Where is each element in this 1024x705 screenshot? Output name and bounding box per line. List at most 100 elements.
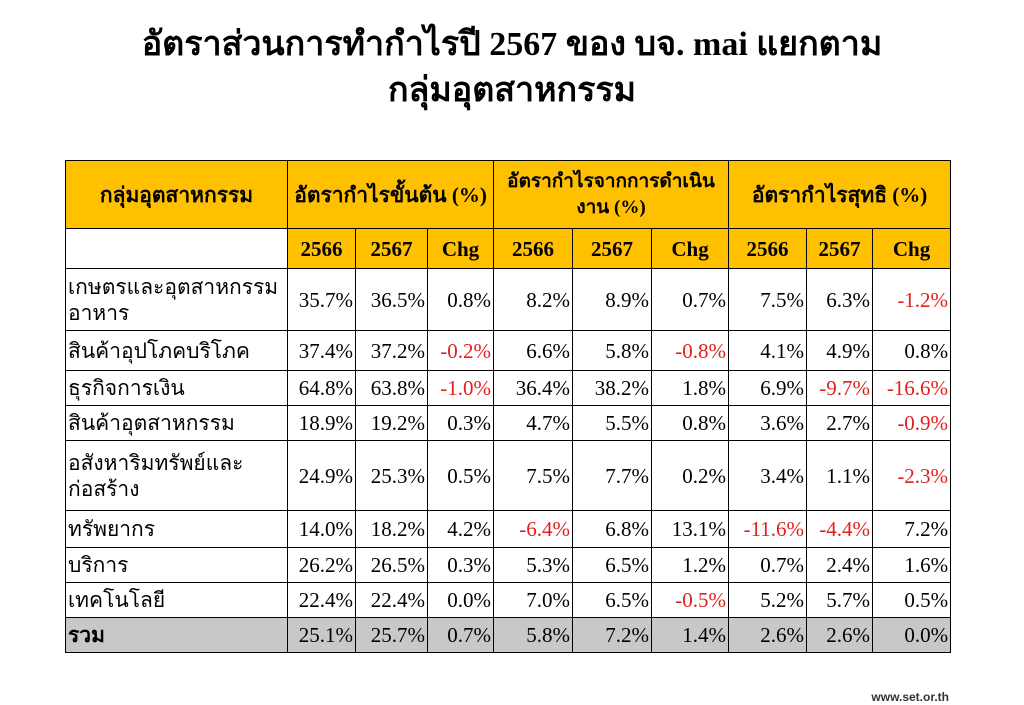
row-name: บริการ xyxy=(65,547,288,583)
cell: 4.1% xyxy=(728,330,808,371)
subheader: Chg xyxy=(426,228,495,269)
cell: 36.5% xyxy=(355,268,428,331)
cell: -6.4% xyxy=(493,510,574,548)
cell: 8.2% xyxy=(493,268,574,331)
cell: 22.4% xyxy=(355,582,428,618)
cell: 6.3% xyxy=(806,268,874,331)
cell: 0.7% xyxy=(426,617,495,653)
subheader: 2566 xyxy=(493,228,574,269)
cell: 18.9% xyxy=(287,405,356,441)
header-row: กลุ่มอุตสาหกรรม อัตรากำไรขั้นต้น (%) อัต… xyxy=(65,160,952,229)
cell: 7.5% xyxy=(728,268,808,331)
row-name: รวม xyxy=(65,617,288,653)
cell: 18.2% xyxy=(355,510,428,548)
title-line: อัตราส่วนการทำกำไรปี 2567 ของ บจ. mai แย… xyxy=(141,26,883,63)
cell: 0.2% xyxy=(651,440,730,511)
cell: 8.9% xyxy=(572,268,653,331)
subheader: 2566 xyxy=(728,228,808,269)
empty-cell xyxy=(65,228,288,269)
subheader: 2567 xyxy=(572,228,653,269)
cell: 7.2% xyxy=(572,617,653,653)
table-row: ทรัพยากร 14.0% 18.2% 4.2% -6.4% 6.8% 13.1% -11.… xyxy=(65,510,952,548)
cell: 0.0% xyxy=(426,582,495,618)
cell: -16.6% xyxy=(872,370,952,406)
table-row: บริการ 26.2% 26.5% 0.3% 5.3% 6.5% 1.2% 0.7% 2.4%… xyxy=(65,547,952,583)
cell: 0.3% xyxy=(426,547,495,583)
cell: 6.5% xyxy=(572,582,653,618)
cell: 26.2% xyxy=(287,547,356,583)
table: กลุ่มอุตสาหกรรม อัตรากำไรขั้นต้น (%) อัต… xyxy=(65,160,952,653)
cell: 22.4% xyxy=(287,582,356,618)
cell: 1.8% xyxy=(651,370,730,406)
cell: -2.3% xyxy=(872,440,952,511)
cell: 4.9% xyxy=(806,330,874,371)
corner-header: กลุ่มอุตสาหกรรม xyxy=(65,160,288,229)
cell: 6.5% xyxy=(572,547,653,583)
cell: 1.1% xyxy=(806,440,874,511)
cell: 7.2% xyxy=(872,510,952,548)
cell: -1.0% xyxy=(426,370,495,406)
table-row: สินค้าอุปโภคบริโภค 37.4% 37.2% -0.2% 6.6% 5.8… xyxy=(65,330,952,371)
group-header: อัตรากำไรจากการดำเนินงาน (%) xyxy=(493,160,730,229)
cell: 24.9% xyxy=(287,440,356,511)
row-name: สินค้าอุปโภคบริโภค xyxy=(65,330,288,371)
table-row: สินค้าอุตสาหกรรม 18.9% 19.2% 0.3% 4.7% 5.5% 0.… xyxy=(65,405,952,441)
subheader: Chg xyxy=(651,228,730,269)
subheader: 2567 xyxy=(355,228,428,269)
cell: 6.6% xyxy=(493,330,574,371)
cell: 3.4% xyxy=(728,440,808,511)
group-header: อัตรากำไรสุทธิ (%) xyxy=(728,160,952,229)
cell: -0.8% xyxy=(651,330,730,371)
cell: 1.4% xyxy=(651,617,730,653)
cell: 14.0% xyxy=(287,510,356,548)
cell: 7.0% xyxy=(493,582,574,618)
cell: 4.2% xyxy=(426,510,495,548)
cell: 3.6% xyxy=(728,405,808,441)
cell: 37.2% xyxy=(355,330,428,371)
cell: 5.2% xyxy=(728,582,808,618)
subheader: 2567 xyxy=(806,228,874,269)
title: อัตราส่วนการทำกำไรปี 2567 ของ บจ. mai แย… xyxy=(0,22,1024,114)
cell: 4.7% xyxy=(493,405,574,441)
cell: 25.1% xyxy=(287,617,356,653)
cell: 2.6% xyxy=(806,617,874,653)
cell: -11.6% xyxy=(728,510,808,548)
cell: 0.5% xyxy=(426,440,495,511)
cell: 37.4% xyxy=(287,330,356,371)
cell: 1.6% xyxy=(872,547,952,583)
cell: 7.7% xyxy=(572,440,653,511)
cell: 0.0% xyxy=(872,617,952,653)
title-line: กลุ่มอุตสาหกรรม xyxy=(387,72,637,109)
row-name: เกษตรและอุตสาหกรรมอาหาร xyxy=(65,268,288,331)
row-name: ธุรกิจการเงิน xyxy=(65,370,288,406)
cell: 0.8% xyxy=(426,268,495,331)
cell: 25.3% xyxy=(355,440,428,511)
cell: -0.2% xyxy=(426,330,495,371)
cell: 7.5% xyxy=(493,440,574,511)
cell: 6.8% xyxy=(572,510,653,548)
cell: 2.4% xyxy=(806,547,874,583)
cell: 0.5% xyxy=(872,582,952,618)
row-name: ทรัพยากร xyxy=(65,510,288,548)
row-name: อสังหาริมทรัพย์และก่อสร้าง xyxy=(65,440,288,511)
cell: 38.2% xyxy=(572,370,653,406)
table-row: เกษตรและอุตสาหกรรมอาหาร 35.7% 36.5% 0.8% 8.2… xyxy=(65,268,952,331)
cell: -0.5% xyxy=(651,582,730,618)
cell: 1.2% xyxy=(651,547,730,583)
cell: -0.9% xyxy=(872,405,952,441)
table-row: รวม 25.1% 25.7% 0.7% 5.8% 7.2% 1.4% 2.6% 2.6% 0.0… xyxy=(65,617,952,653)
cell: 5.8% xyxy=(572,330,653,371)
footer: www.set.or.th xyxy=(871,690,949,704)
table-row: อสังหาริมทรัพย์และก่อสร้าง 24.9% 25.3% 0.5%… xyxy=(65,440,952,511)
cell: 63.8% xyxy=(355,370,428,406)
cell: 35.7% xyxy=(287,268,356,331)
cell: 64.8% xyxy=(287,370,356,406)
table-row: ธุรกิจการเงิน 64.8% 63.8% -1.0% 36.4% 38.2% 1.… xyxy=(65,370,952,406)
cell: -4.4% xyxy=(806,510,874,548)
cell: 5.3% xyxy=(493,547,574,583)
cell: 25.7% xyxy=(355,617,428,653)
cell: 0.7% xyxy=(728,547,808,583)
row-name: เทคโนโลยี xyxy=(65,582,288,618)
cell: 36.4% xyxy=(493,370,574,406)
